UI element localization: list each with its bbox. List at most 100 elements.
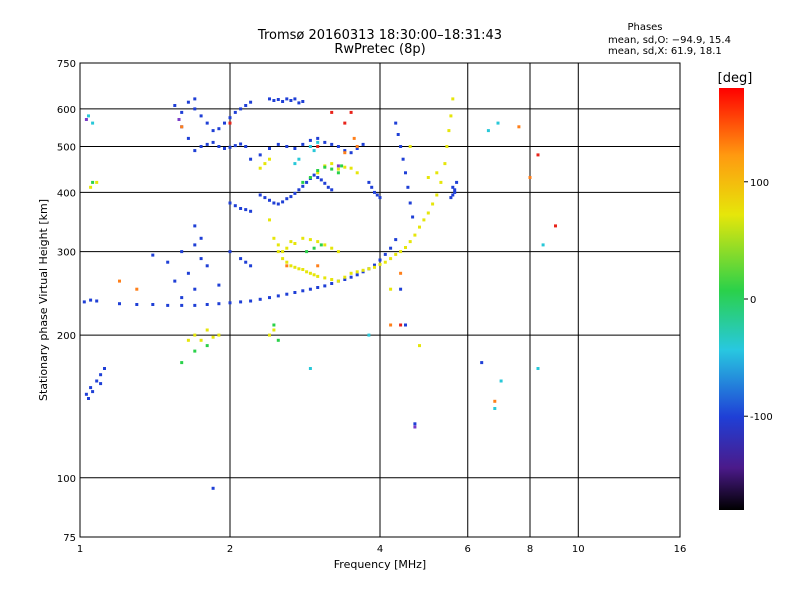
data-point: [193, 243, 197, 247]
data-point: [297, 101, 301, 105]
data-point: [308, 271, 312, 275]
data-point: [394, 252, 398, 256]
data-point: [305, 270, 309, 274]
data-point: [383, 260, 387, 264]
data-point: [445, 145, 449, 148]
data-point: [289, 99, 293, 102]
data-point: [528, 176, 532, 179]
data-point: [293, 265, 297, 269]
data-point: [173, 104, 177, 107]
data-point: [404, 171, 407, 175]
data-point: [389, 287, 393, 291]
data-point: [193, 97, 197, 101]
data-point: [399, 145, 403, 148]
data-point: [330, 162, 334, 166]
data-point: [312, 173, 316, 177]
x-tick-labels: 1 2 4 6 8 10 16: [77, 544, 687, 555]
data-point: [426, 211, 430, 215]
data-point: [89, 298, 93, 302]
data-point: [272, 323, 276, 327]
data-point: [239, 257, 243, 261]
data-point: [151, 303, 155, 306]
data-point: [367, 180, 371, 184]
data-point: [323, 276, 327, 280]
data-point: [211, 335, 215, 339]
data-point: [439, 180, 443, 184]
data-point: [228, 201, 232, 205]
data-point: [118, 279, 121, 283]
data-point: [180, 125, 184, 129]
data-point: [449, 196, 453, 200]
data-point: [249, 264, 253, 268]
data-point: [319, 243, 323, 247]
data-point: [375, 193, 379, 197]
colorbar-label: [deg]: [718, 71, 753, 86]
data-point: [453, 188, 457, 192]
data-point: [330, 142, 334, 146]
data-point: [193, 287, 197, 291]
data-point: [205, 121, 209, 125]
data-point: [411, 215, 415, 219]
colorbar-tick-label: -100: [750, 412, 773, 423]
x-tick-label: 2: [227, 544, 233, 555]
data-point: [239, 300, 243, 304]
data-point: [99, 373, 103, 377]
data-point: [276, 142, 280, 146]
data-point: [451, 185, 455, 189]
data-point: [443, 162, 447, 166]
data-point: [268, 296, 271, 300]
data-point: [239, 142, 243, 146]
data-point: [308, 238, 312, 242]
data-point: [272, 328, 276, 332]
data-point: [193, 224, 197, 228]
data-point: [205, 328, 209, 332]
data-point: [308, 145, 312, 148]
data-point: [276, 202, 280, 206]
data-point: [99, 382, 103, 386]
data-point: [285, 292, 289, 296]
data-point: [316, 140, 320, 144]
data-point: [413, 425, 417, 429]
data-point: [394, 238, 398, 242]
data-point: [399, 323, 403, 327]
data-point: [343, 121, 347, 125]
y-tick-label: 100: [57, 474, 76, 485]
data-point: [370, 185, 374, 189]
data-point: [323, 243, 327, 247]
data-point: [118, 302, 121, 306]
data-point: [343, 151, 347, 155]
data-point: [249, 100, 253, 104]
y-axis-label: Stationary phase Virtual Height [km]: [37, 199, 50, 401]
data-point: [297, 188, 301, 192]
data-point: [217, 283, 221, 287]
data-point: [297, 267, 301, 271]
data-point: [301, 184, 305, 188]
data-point: [330, 167, 334, 171]
y-tick-label: 600: [57, 105, 76, 116]
data-point: [193, 149, 197, 153]
data-point: [355, 270, 359, 274]
data-point: [378, 258, 382, 262]
data-point: [258, 153, 262, 157]
data-point: [308, 287, 312, 291]
data-point: [349, 110, 353, 114]
data-point: [480, 361, 484, 365]
data-point: [378, 196, 382, 200]
data-point: [399, 250, 403, 254]
data-point: [205, 142, 209, 146]
data-point: [330, 188, 334, 192]
data-point: [289, 264, 293, 268]
data-point: [82, 300, 86, 304]
data-point: [316, 286, 320, 289]
colorbar: [719, 88, 744, 510]
y-tick-label: 500: [57, 142, 76, 153]
data-point: [244, 104, 248, 107]
data-point: [343, 149, 347, 153]
data-point: [536, 153, 540, 157]
data-point: [103, 367, 106, 370]
data-point: [394, 121, 398, 125]
data-point: [281, 200, 285, 204]
data-point: [378, 262, 382, 266]
data-point: [301, 236, 305, 240]
data-point: [258, 193, 262, 197]
